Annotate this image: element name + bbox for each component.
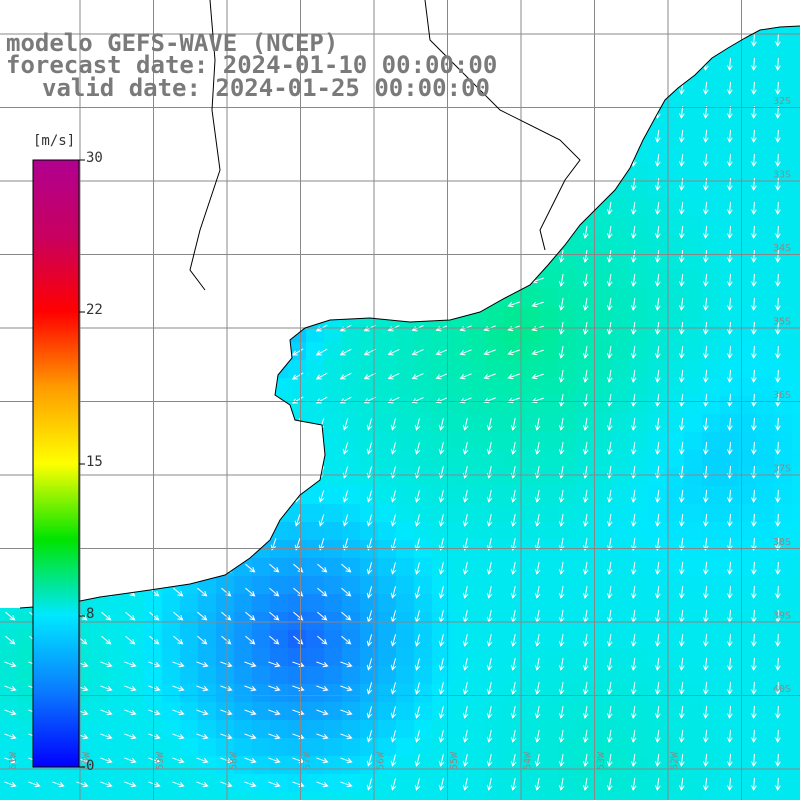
colorbar-tick-0: 0 <box>86 758 95 774</box>
colorbar-tick-15: 15 <box>86 454 103 470</box>
lon-label: 53W <box>596 751 607 770</box>
colorbar-tick-22: 22 <box>86 302 103 318</box>
border-line-2 <box>424 0 581 251</box>
lat-label: 37S <box>773 464 791 475</box>
land-area <box>0 0 800 608</box>
forecast-date: forecast date: 2024-01-10 00:00:00 <box>6 51 498 79</box>
lat-label: 40S <box>773 684 791 695</box>
lon-label: 54W <box>523 751 534 770</box>
lon-label: 56W <box>376 751 387 770</box>
lat-label: 38S <box>773 537 791 548</box>
lon-label: 61W <box>8 751 19 770</box>
colorbar-unit: [m/s] <box>33 133 76 149</box>
colorbar-tick-30: 30 <box>86 150 103 166</box>
model-title: modelo GEFS-WAVE (NCEP) <box>6 29 339 57</box>
lat-label: 35S <box>773 317 791 328</box>
lon-label: 59W <box>155 751 166 770</box>
lat-label: 33S <box>773 170 791 181</box>
lon-label: 58W <box>229 751 240 770</box>
lon-label: 55W <box>449 751 460 770</box>
coastline <box>19 25 800 609</box>
lat-label: 36S <box>773 390 791 401</box>
lat-label: 34S <box>773 243 791 254</box>
lon-label: 52W <box>670 751 681 770</box>
valid-date: valid date: 2024-01-25 00:00:00 <box>42 74 490 102</box>
border-line <box>189 0 221 291</box>
lat-label: 39S <box>773 611 791 622</box>
colorbar-tick-8: 8 <box>86 606 95 622</box>
lon-label: 60W <box>82 751 93 770</box>
lat-label: 32S <box>773 96 791 107</box>
colorbar <box>32 159 80 768</box>
lon-label: 57W <box>302 751 313 770</box>
